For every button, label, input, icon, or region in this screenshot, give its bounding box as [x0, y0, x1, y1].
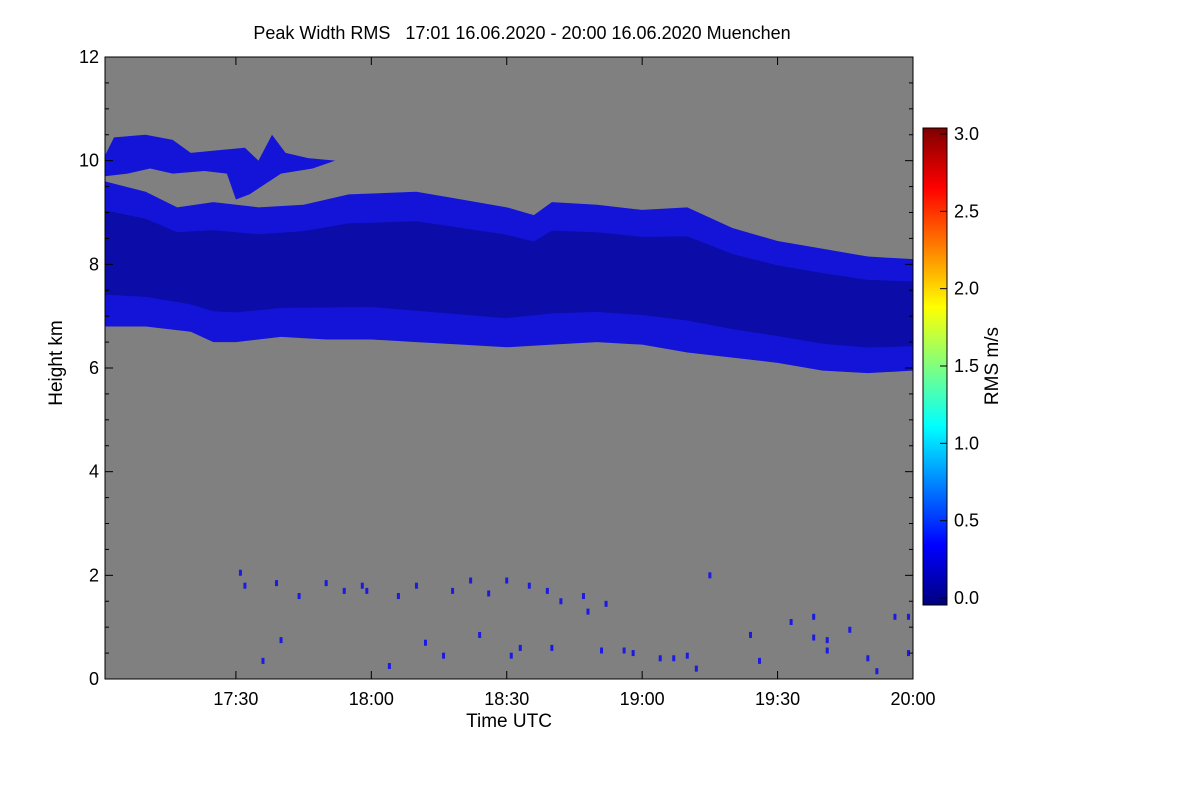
speckle-40: [279, 637, 283, 644]
cloud-layers: [105, 134, 913, 374]
speckle-16: [509, 652, 513, 659]
speckle-25: [812, 634, 816, 641]
x-tick-label-19:00: 19:00: [620, 689, 665, 709]
speckle-35: [586, 608, 590, 615]
speckle-17: [600, 647, 604, 654]
speckle-6: [360, 582, 364, 589]
speckle-9: [414, 582, 418, 589]
y-axis: 0 2 4 6 8 10 12: [79, 47, 913, 689]
speckle-10: [505, 577, 509, 584]
colorbar-tick-label-2.0: 2.0: [954, 279, 979, 299]
colorbar-ticks: 0.0 0.5 1.0 1.5 2.0 2.5 3.0: [940, 124, 979, 608]
speckle-37: [423, 639, 427, 646]
colorbar-tick-label-0.5: 0.5: [954, 511, 979, 531]
y-tick-label-8: 8: [89, 254, 99, 274]
speckle-44: [604, 600, 608, 607]
speckle-34: [708, 572, 712, 579]
x-tick-label-18:00: 18:00: [349, 689, 394, 709]
speckle-15: [518, 644, 522, 651]
speckle-48: [487, 590, 491, 597]
speckle-45: [658, 655, 662, 662]
speckle-7: [365, 587, 369, 594]
speckle-43: [559, 598, 563, 605]
y-axis-label: Height km: [46, 320, 67, 406]
colorbar-tick-label-3.0: 3.0: [954, 124, 979, 144]
speckle-41: [387, 663, 391, 670]
speckle-20: [685, 652, 689, 659]
speckle-29: [875, 668, 879, 675]
speckle-8: [396, 593, 400, 600]
speckle-49: [825, 647, 829, 654]
colorbar-tick-label-1.0: 1.0: [954, 433, 979, 453]
speckle-0: [238, 569, 242, 576]
speckle-31: [906, 613, 910, 620]
speckle-24: [812, 613, 816, 620]
speckle-14: [550, 644, 554, 651]
speckle-32: [906, 650, 910, 657]
speckle-22: [748, 631, 752, 638]
speckle-3: [297, 593, 301, 600]
speckle-1: [243, 582, 247, 589]
speckle-26: [825, 637, 829, 644]
y-tick-label-4: 4: [89, 462, 99, 482]
chart-title: Peak Width RMS 17:01 16.06.2020 - 20:00 …: [253, 23, 790, 43]
x-tick-label-19:30: 19:30: [755, 689, 800, 709]
speckle-12: [545, 587, 549, 594]
speckle-47: [451, 587, 455, 594]
y-tick-label-10: 10: [79, 151, 99, 171]
speckle-23: [789, 618, 793, 625]
y-tick-label-12: 12: [79, 47, 99, 67]
y-tick-label-0: 0: [89, 669, 99, 689]
speckle-42: [469, 577, 473, 584]
speckle-28: [866, 655, 870, 662]
y-tick-label-2: 2: [89, 565, 99, 585]
speckle-echoes: [238, 569, 910, 675]
speckle-4: [324, 580, 328, 587]
speckle-33: [631, 650, 635, 657]
speckle-38: [442, 652, 446, 659]
speckle-19: [672, 655, 676, 662]
speckle-27: [848, 626, 852, 633]
speckle-39: [478, 631, 482, 638]
colorbar-tick-label-2.5: 2.5: [954, 201, 979, 221]
speckle-46: [261, 657, 265, 664]
speckle-13: [581, 593, 585, 600]
upper-cloud-band-core: [105, 210, 913, 348]
colorbar-tick-label-0.0: 0.0: [954, 588, 979, 608]
speckle-5: [342, 587, 346, 594]
speckle-11: [527, 582, 531, 589]
y-tick-label-6: 6: [89, 358, 99, 378]
colorbar-label: RMS m/s: [982, 327, 1003, 405]
speckle-30: [893, 613, 897, 620]
speckle-36: [758, 657, 762, 664]
cirrus-tuft: [105, 134, 336, 200]
x-tick-label-20:00: 20:00: [890, 689, 935, 709]
x-tick-label-18:30: 18:30: [484, 689, 529, 709]
x-axis: 17:30 18:00 18:30 19:00 19:30 20:00: [213, 57, 936, 709]
x-tick-label-17:30: 17:30: [213, 689, 258, 709]
colorbar-tick-label-1.5: 1.5: [954, 356, 979, 376]
speckle-21: [694, 665, 698, 672]
speckle-2: [275, 580, 279, 587]
speckle-18: [622, 647, 626, 654]
x-axis-label: Time UTC: [466, 711, 552, 732]
